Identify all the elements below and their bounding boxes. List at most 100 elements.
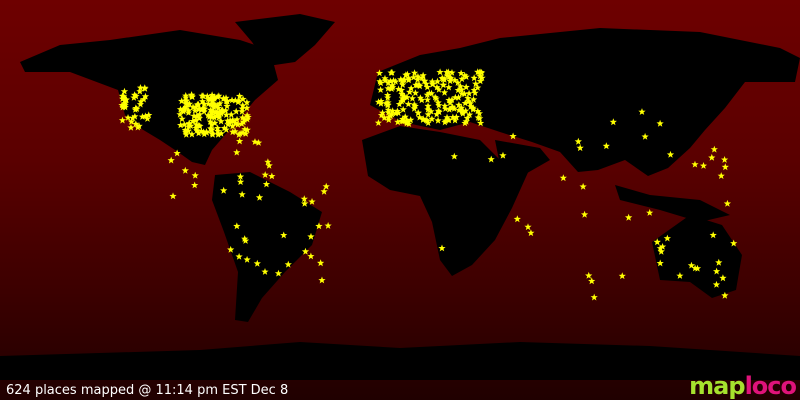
place-marker-star-icon[interactable] [388,81,397,89]
place-marker-star-icon[interactable] [418,96,426,104]
place-marker-star-icon[interactable] [449,113,457,121]
place-marker-star-icon[interactable] [699,162,708,169]
place-marker-star-icon[interactable] [192,116,200,124]
place-marker-star-icon[interactable] [472,80,480,87]
place-marker-star-icon[interactable] [381,74,389,82]
place-marker-star-icon[interactable] [191,181,199,189]
place-marker-star-icon[interactable] [261,268,269,275]
place-marker-star-icon[interactable] [214,102,222,110]
place-marker-star-icon[interactable] [458,85,466,93]
place-marker-star-icon[interactable] [377,79,385,87]
place-marker-star-icon[interactable] [195,121,203,129]
place-marker-star-icon[interactable] [375,69,384,77]
place-marker-star-icon[interactable] [446,77,454,85]
place-marker-star-icon[interactable] [226,116,234,124]
place-marker-star-icon[interactable] [308,198,316,205]
place-marker-star-icon[interactable] [646,209,654,216]
place-marker-star-icon[interactable] [223,102,231,110]
place-marker-star-icon[interactable] [121,96,129,103]
place-marker-star-icon[interactable] [241,237,250,244]
place-marker-star-icon[interactable] [236,172,245,180]
place-marker-star-icon[interactable] [214,127,222,135]
place-marker-star-icon[interactable] [499,151,507,159]
place-marker-star-icon[interactable] [433,83,441,91]
place-marker-star-icon[interactable] [120,87,129,95]
place-marker-star-icon[interactable] [217,129,225,137]
place-marker-star-icon[interactable] [470,86,478,94]
place-marker-star-icon[interactable] [176,105,185,113]
place-marker-star-icon[interactable] [476,77,484,85]
place-marker-star-icon[interactable] [229,128,237,136]
place-marker-star-icon[interactable] [182,130,190,138]
place-marker-star-icon[interactable] [653,238,661,246]
place-marker-star-icon[interactable] [388,110,396,118]
place-marker-star-icon[interactable] [414,75,422,83]
place-marker-star-icon[interactable] [251,138,259,145]
place-marker-star-icon[interactable] [127,123,135,131]
place-marker-star-icon[interactable] [145,111,153,119]
place-marker-star-icon[interactable] [184,109,193,116]
place-marker-star-icon[interactable] [422,80,430,87]
place-marker-star-icon[interactable] [581,210,589,218]
place-marker-star-icon[interactable] [441,102,449,110]
place-marker-star-icon[interactable] [204,100,212,107]
place-marker-star-icon[interactable] [441,105,449,112]
place-marker-star-icon[interactable] [136,87,144,95]
place-marker-star-icon[interactable] [445,105,453,113]
place-marker-star-icon[interactable] [129,114,137,122]
place-marker-star-icon[interactable] [208,97,216,105]
place-marker-star-icon[interactable] [513,215,521,223]
place-marker-star-icon[interactable] [209,130,217,138]
place-marker-star-icon[interactable] [462,83,470,91]
place-marker-star-icon[interactable] [143,115,152,122]
place-marker-star-icon[interactable] [239,101,247,109]
place-marker-star-icon[interactable] [466,99,475,107]
place-marker-star-icon[interactable] [713,267,721,275]
place-marker-star-icon[interactable] [301,199,309,207]
place-marker-star-icon[interactable] [280,231,288,239]
place-marker-star-icon[interactable] [210,94,218,102]
place-marker-star-icon[interactable] [307,232,315,240]
place-marker-star-icon[interactable] [433,110,441,118]
place-marker-star-icon[interactable] [315,222,323,230]
place-marker-star-icon[interactable] [477,119,485,127]
place-marker-star-icon[interactable] [377,111,386,119]
place-marker-star-icon[interactable] [438,244,446,252]
place-marker-star-icon[interactable] [178,97,186,105]
place-marker-star-icon[interactable] [400,93,408,101]
place-marker-star-icon[interactable] [721,156,729,163]
place-marker-star-icon[interactable] [710,145,718,153]
place-marker-star-icon[interactable] [691,160,699,168]
place-marker-star-icon[interactable] [131,112,139,120]
place-marker-star-icon[interactable] [436,68,444,76]
place-marker-star-icon[interactable] [223,97,231,105]
place-marker-star-icon[interactable] [235,252,243,260]
place-marker-star-icon[interactable] [136,100,145,108]
place-marker-star-icon[interactable] [405,120,413,127]
place-marker-star-icon[interactable] [141,85,149,92]
place-marker-star-icon[interactable] [588,277,596,285]
place-marker-star-icon[interactable] [235,97,243,104]
place-marker-star-icon[interactable] [200,107,208,115]
place-marker-star-icon[interactable] [374,119,382,126]
place-marker-star-icon[interactable] [663,234,671,242]
place-marker-star-icon[interactable] [207,94,215,102]
place-marker-star-icon[interactable] [177,121,185,129]
place-marker-star-icon[interactable] [214,93,222,101]
place-marker-star-icon[interactable] [419,71,427,79]
place-marker-star-icon[interactable] [451,93,459,101]
place-marker-star-icon[interactable] [416,94,424,102]
place-marker-star-icon[interactable] [204,95,212,103]
place-marker-star-icon[interactable] [238,190,246,198]
place-marker-star-icon[interactable] [215,110,223,118]
place-marker-star-icon[interactable] [231,119,239,127]
place-marker-star-icon[interactable] [136,84,145,91]
place-marker-star-icon[interactable] [399,105,407,113]
place-marker-star-icon[interactable] [307,252,315,260]
place-marker-star-icon[interactable] [384,79,392,87]
place-marker-star-icon[interactable] [422,116,430,124]
place-marker-star-icon[interactable] [721,163,729,171]
place-marker-star-icon[interactable] [131,91,139,99]
place-marker-star-icon[interactable] [199,92,207,100]
place-marker-star-icon[interactable] [602,142,610,150]
